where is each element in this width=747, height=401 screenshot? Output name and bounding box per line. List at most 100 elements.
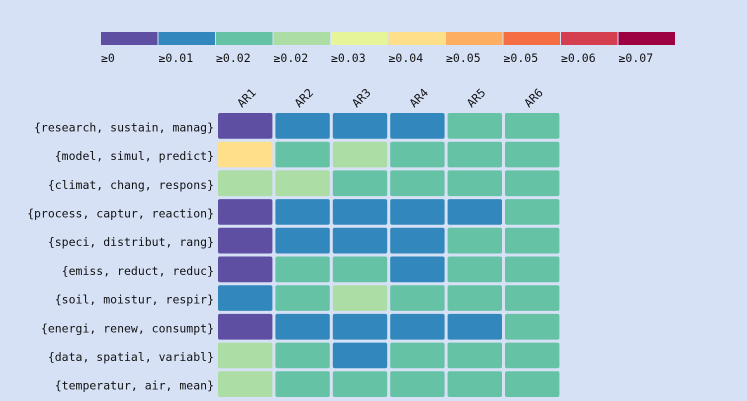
legend-swatch	[503, 32, 560, 45]
heatmap-cell	[218, 256, 273, 283]
legend-label: ≥0.04	[389, 51, 424, 65]
heatmap-cell	[332, 285, 388, 311]
column-labels: AR1 AR2 AR3 AR4 AR5 AR6	[234, 85, 546, 110]
heatmap-cell	[332, 371, 388, 397]
heatmap-cell	[275, 227, 330, 254]
heatmap-cell	[505, 313, 560, 340]
row-label: {energi, renew, consumpt}	[41, 321, 214, 335]
heatmap-cell	[275, 342, 330, 369]
column-label: AR5	[464, 86, 489, 111]
heatmap-cell	[218, 199, 273, 225]
row-labels: {research, sustain, manag} {model, simul,…	[27, 120, 214, 392]
heatmap-cell	[447, 199, 502, 225]
heatmap-cell	[390, 113, 445, 139]
heatmap-cell	[332, 227, 388, 254]
heatmap-cell	[275, 113, 330, 139]
legend-swatch	[388, 32, 445, 45]
heatmap-cell	[505, 371, 560, 397]
heatmap-cell	[390, 285, 445, 311]
column-label: AR3	[349, 85, 374, 110]
heatmap-cell	[505, 113, 560, 139]
heatmap-cell	[390, 342, 445, 369]
heatmap-cell	[275, 170, 330, 197]
legend-swatch	[216, 32, 273, 45]
heatmap-cell	[332, 342, 388, 369]
heatmap-cell	[505, 342, 560, 369]
heatmap-cell	[447, 227, 502, 254]
heatmap-cell	[505, 227, 560, 254]
heatmap-cell	[447, 141, 502, 168]
heatmap-cell	[390, 313, 445, 340]
heatmap-cell	[505, 170, 560, 197]
row-label: {emiss, reduct, reduc}	[62, 264, 214, 278]
legend-swatch	[273, 32, 330, 45]
heatmap-cells	[218, 113, 560, 397]
legend-swatch	[331, 32, 388, 45]
heatmap-cell	[447, 342, 502, 369]
row-label: {model, simul, predict}	[55, 149, 214, 163]
heatmap-cell	[332, 313, 388, 340]
heatmap-cell	[275, 371, 330, 397]
legend-swatch	[561, 32, 618, 45]
legend-swatch	[158, 32, 215, 45]
heatmap-cell	[275, 313, 330, 340]
heatmap-cell	[390, 256, 445, 283]
heatmap-cell	[275, 285, 330, 311]
heatmap-cell	[390, 141, 445, 168]
heatmap-cell	[505, 256, 560, 283]
heatmap-cell	[447, 170, 502, 197]
column-label: AR1	[234, 85, 259, 110]
heatmap-cell	[447, 113, 502, 139]
legend-label: ≥0.02	[274, 51, 309, 65]
heatmap-cell	[275, 256, 330, 283]
legend-label: ≥0.05	[504, 51, 539, 65]
heatmap-cell	[275, 199, 330, 225]
heatmap-cell	[218, 170, 273, 197]
legend-label: ≥0.05	[446, 51, 481, 65]
row-label: {research, sustain, manag}	[34, 120, 214, 134]
heatmap-cell	[332, 170, 388, 197]
column-label: AR6	[521, 85, 546, 110]
heatmap-cell	[447, 313, 502, 340]
heatmap-cell	[218, 227, 273, 254]
legend-label: ≥0	[101, 51, 115, 65]
column-label: AR4	[406, 85, 431, 110]
heatmap-cell	[218, 313, 273, 340]
heatmap-cell	[447, 256, 502, 283]
legend-swatch	[618, 32, 675, 45]
row-label: {soil, moistur, respir}	[55, 293, 214, 307]
row-label: {data, spatial, variabl}	[48, 350, 214, 364]
heatmap-cell	[218, 285, 273, 311]
heatmap-cell	[390, 199, 445, 225]
heatmap-cell	[390, 371, 445, 397]
heatmap-cell	[218, 342, 273, 369]
heatmap-cell	[332, 141, 388, 168]
legend-label: ≥0.07	[619, 51, 654, 65]
row-label: {climat, chang, respons}	[48, 178, 214, 192]
legend-swatch	[101, 32, 158, 45]
heatmap-cell	[218, 141, 273, 168]
heatmap-cell	[505, 285, 560, 311]
heatmap-cell	[275, 141, 330, 168]
heatmap-cell	[332, 199, 388, 225]
color-legend: ≥0 ≥0.01 ≥0.02 ≥0.02 ≥0.03 ≥0.04 ≥0.05 ≥0.05 ≥0.…	[101, 32, 675, 65]
heatmap-cell	[218, 371, 273, 397]
heatmap-cell	[447, 371, 502, 397]
heatmap-cell	[505, 141, 560, 168]
row-label: {speci, distribut, rang}	[48, 235, 214, 249]
heatmap-cell	[447, 285, 502, 311]
heatmap-cell	[390, 227, 445, 254]
heatmap-cell	[505, 199, 560, 225]
heatmap-cell	[332, 113, 388, 139]
legend-label: ≥0.06	[561, 51, 596, 65]
heatmap-cell	[332, 256, 388, 283]
row-label: {process, captur, reaction}	[27, 206, 214, 220]
legend-swatch	[446, 32, 503, 45]
column-label: AR2	[292, 86, 317, 111]
heatmap-cell	[218, 113, 273, 139]
heatmap-cell	[390, 170, 445, 197]
row-label: {temperatur, air, mean}	[55, 379, 214, 393]
legend-label: ≥0.03	[331, 51, 366, 65]
